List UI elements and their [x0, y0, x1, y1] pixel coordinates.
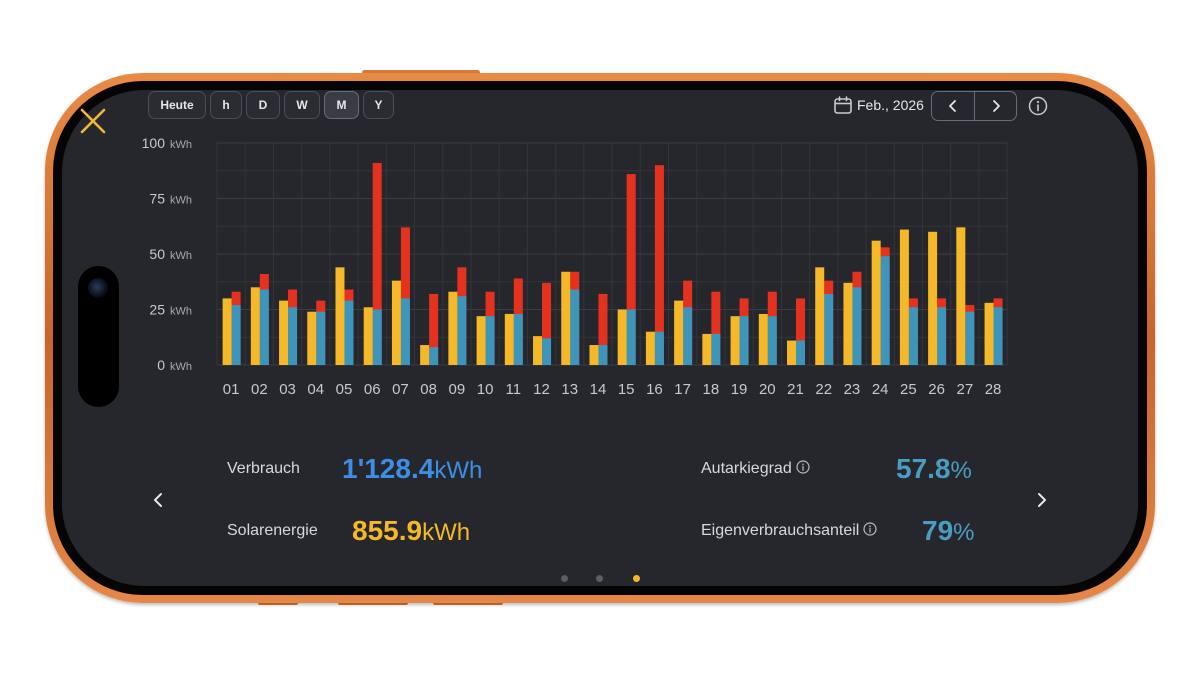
self-consumption-number: 79 — [922, 515, 954, 546]
consumption-label: Verbrauch — [227, 460, 300, 477]
self-consumption-value: 79% — [922, 515, 975, 547]
autarky-label: Autarkiegrad — [701, 460, 810, 478]
close-icon — [80, 108, 106, 134]
range-month-button[interactable]: M — [324, 91, 359, 119]
autarky-unit: % — [950, 457, 972, 484]
close-button[interactable] — [78, 106, 108, 136]
calendar-icon[interactable] — [833, 95, 853, 115]
previous-page-button[interactable] — [148, 488, 168, 512]
solar-unit: kWh — [422, 519, 471, 546]
solar-value: 855.9kWh — [352, 515, 470, 547]
autarky-value: 57.8% — [896, 453, 972, 485]
solar-number: 855.9 — [352, 515, 423, 546]
range-today-button[interactable]: Heute — [148, 91, 206, 119]
self-consumption-label: Eigenverbrauchsanteil — [701, 522, 877, 540]
autarky-label-text: Autarkiegrad — [701, 460, 792, 477]
consumption-unit: kWh — [434, 457, 483, 484]
info-icon[interactable] — [1028, 96, 1048, 116]
phone-bottom-button-mid — [338, 601, 408, 605]
self-consumption-unit: % — [953, 519, 975, 546]
chevron-left-icon — [949, 100, 956, 112]
page-dot-2[interactable] — [596, 575, 603, 582]
chevron-right-icon — [993, 100, 1000, 112]
previous-period-button[interactable] — [932, 92, 975, 120]
period-navigation — [931, 91, 1017, 121]
page-dot-1[interactable] — [561, 575, 568, 582]
page-dot-3-active[interactable] — [633, 575, 640, 582]
consumption-number: 1'128.4 — [342, 453, 435, 484]
range-hour-button[interactable]: h — [210, 91, 242, 119]
next-period-button[interactable] — [975, 92, 1017, 120]
period-label[interactable]: Feb., 2026 — [857, 97, 924, 113]
info-icon[interactable] — [863, 522, 877, 536]
solar-label: Solarenergie — [227, 522, 318, 539]
consumption-value: 1'128.4kWh — [342, 453, 482, 485]
phone-bottom-button-right — [433, 601, 503, 605]
phone-bottom-button-left — [258, 601, 298, 605]
range-year-button[interactable]: Y — [363, 91, 394, 119]
self-consumption-label-text: Eigenverbrauchsanteil — [701, 522, 860, 539]
autarky-number: 57.8 — [896, 453, 951, 484]
camera-icon — [88, 278, 108, 298]
info-icon[interactable] — [796, 460, 810, 474]
phone-top-button — [362, 70, 480, 75]
range-week-button[interactable]: W — [284, 91, 320, 119]
range-day-button[interactable]: D — [246, 91, 280, 119]
phone-screen — [62, 90, 1138, 586]
next-page-button[interactable] — [1032, 488, 1052, 512]
